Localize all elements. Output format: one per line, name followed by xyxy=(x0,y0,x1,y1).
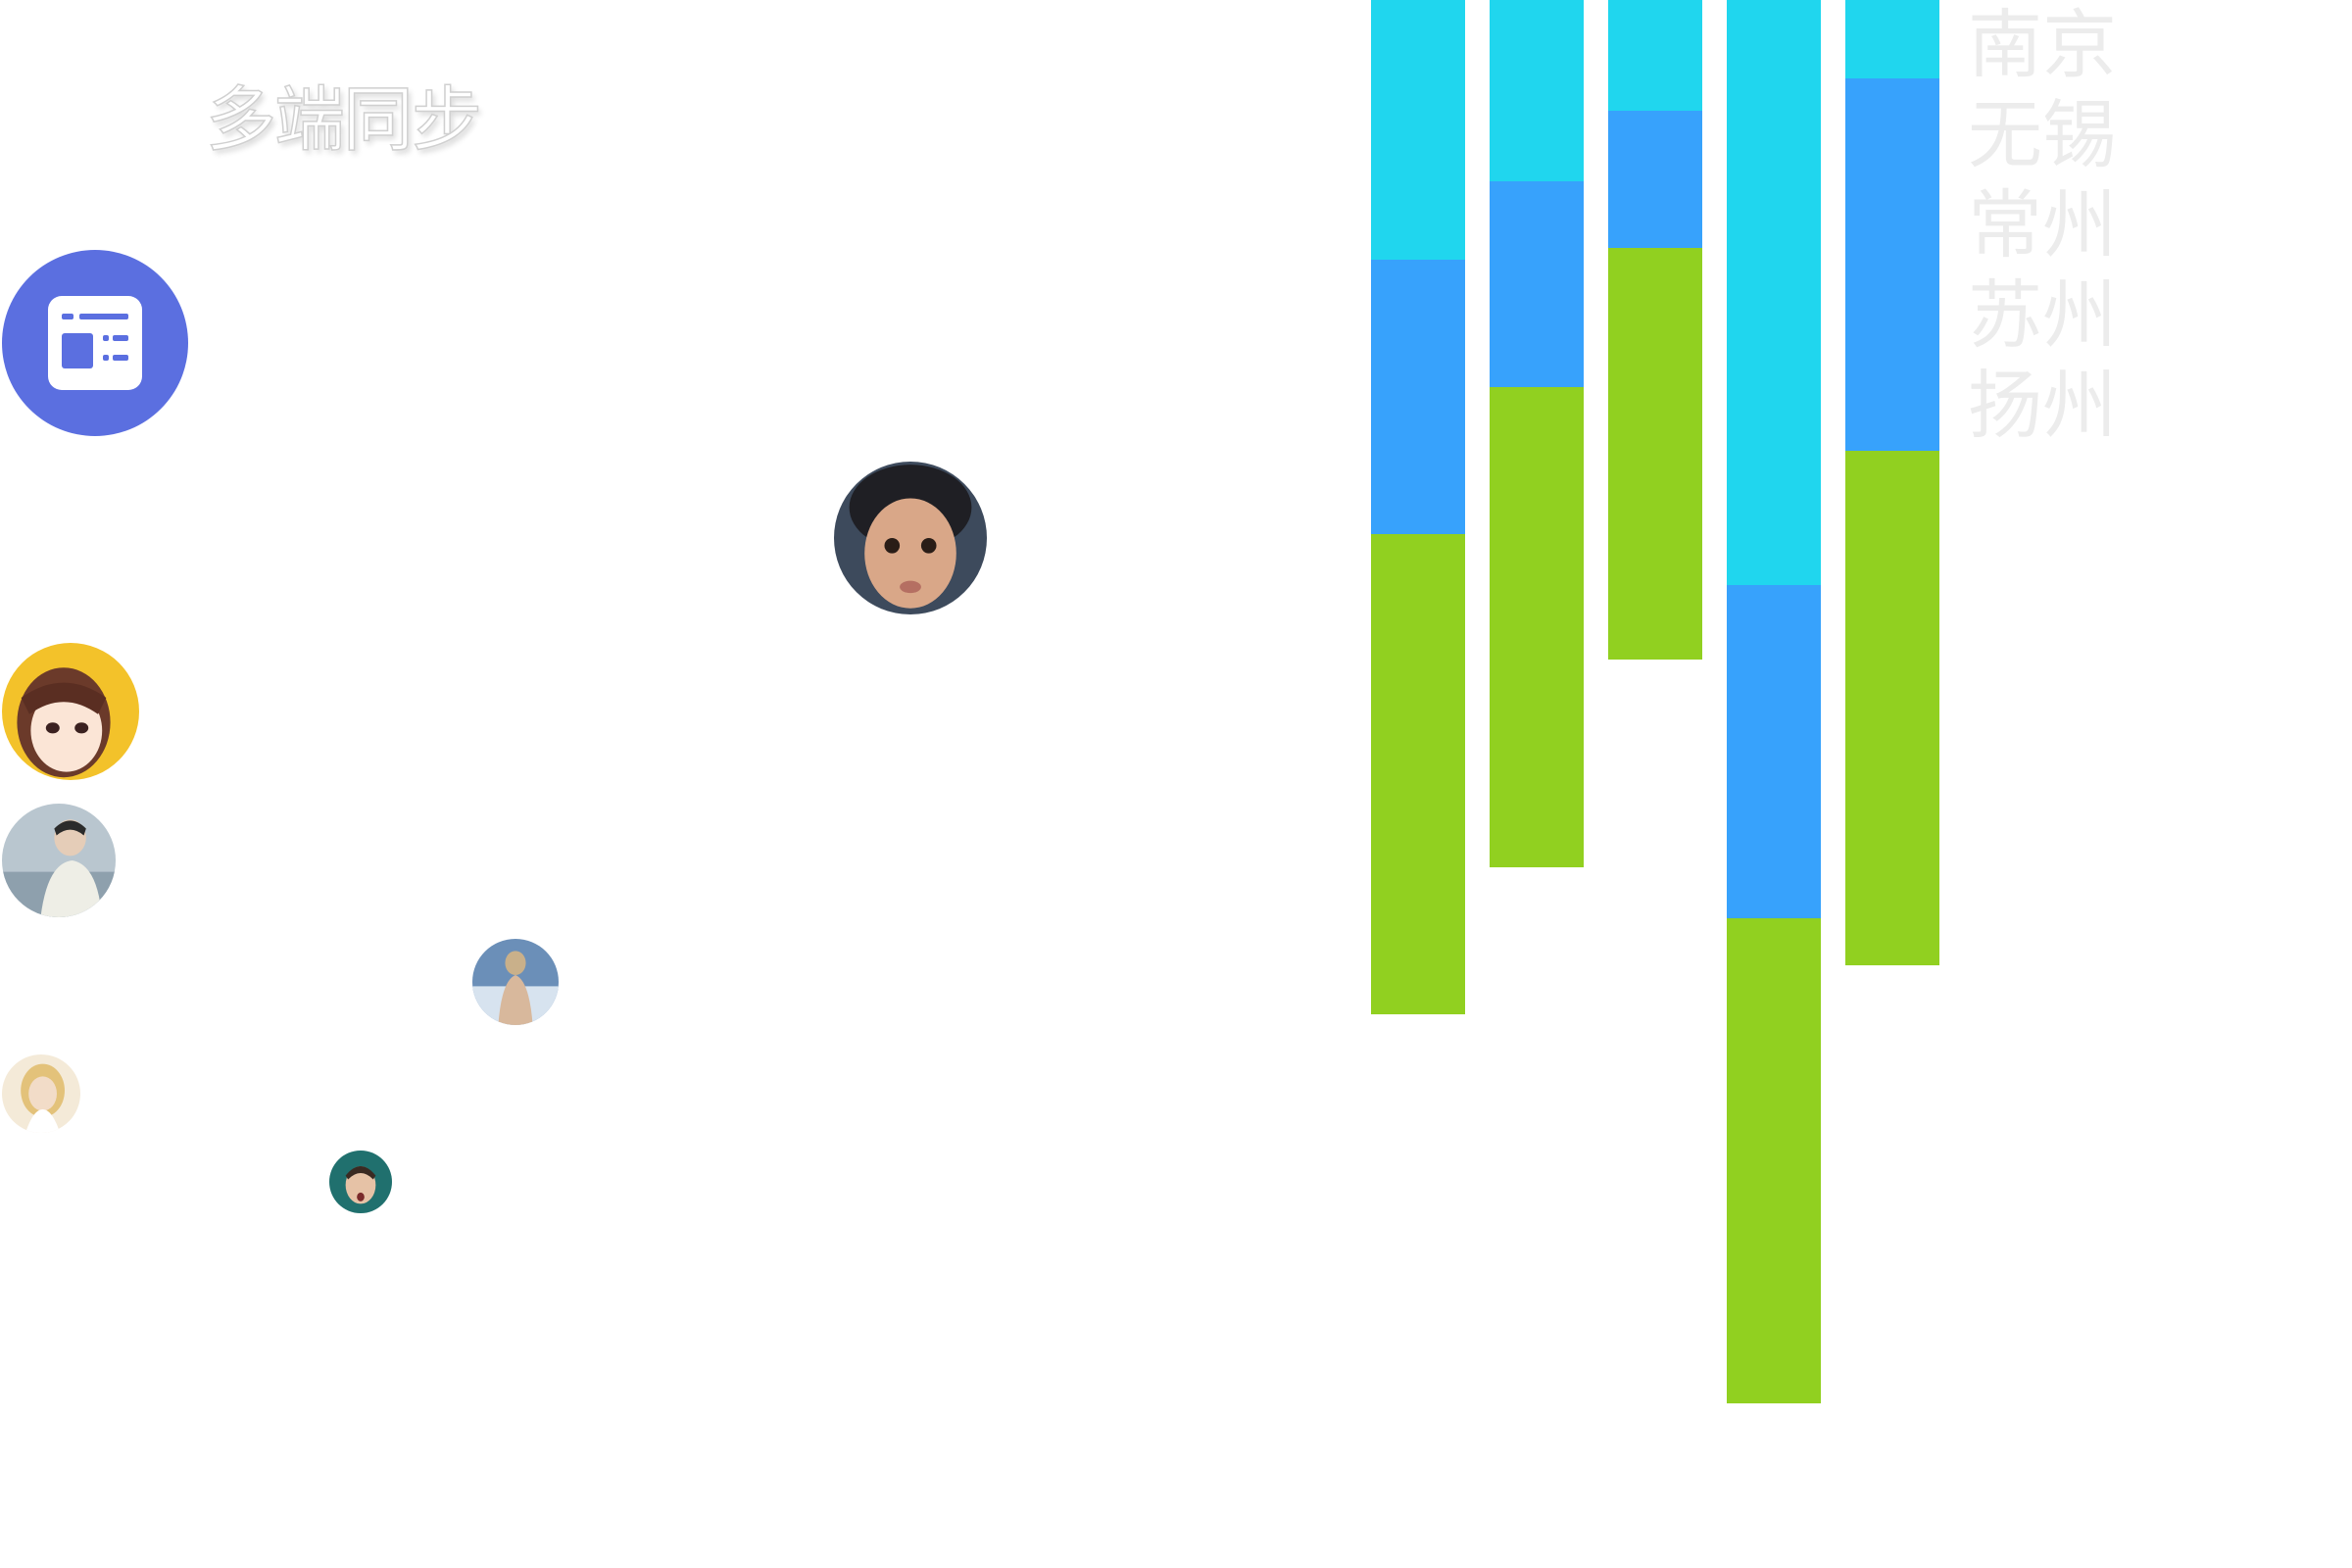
legend-item: 苏州 xyxy=(1968,271,2117,359)
bar-segment xyxy=(1845,78,1939,451)
bar-segment xyxy=(1845,0,1939,78)
city-legend: 南京 无锡 常州 苏州 扬州 xyxy=(1968,0,2117,451)
bar-segment xyxy=(1371,260,1465,534)
bar-segment xyxy=(1845,451,1939,965)
bar-segment xyxy=(1608,248,1702,660)
avatar-anime-girl-image xyxy=(2,643,139,780)
bar-segment xyxy=(1490,387,1584,867)
layout-panel-glyph xyxy=(48,296,142,390)
bar-segment xyxy=(1727,0,1821,585)
legend-item: 无锡 xyxy=(1968,91,2117,178)
bar-segment xyxy=(1371,534,1465,1014)
legend-item: 南京 xyxy=(1968,1,2117,88)
layout-panel-icon[interactable] xyxy=(2,250,188,436)
avatar-man-teal[interactable] xyxy=(329,1151,392,1213)
legend-item: 常州 xyxy=(1968,181,2117,269)
bar-segment xyxy=(1727,585,1821,918)
bar-segment xyxy=(1490,0,1584,181)
avatar-child[interactable] xyxy=(834,462,987,614)
avatar-anime-girl[interactable] xyxy=(2,643,139,780)
avatar-child-image xyxy=(834,462,987,614)
bar-segment xyxy=(1490,181,1584,387)
avatar-man-teal-image xyxy=(329,1151,392,1213)
avatar-blonde-woman[interactable] xyxy=(2,1054,80,1133)
bar-segment xyxy=(1727,918,1821,1403)
bar-segment xyxy=(1371,0,1465,260)
page-title: 多端同步 xyxy=(205,78,483,161)
avatar-blonde-woman-image xyxy=(2,1054,80,1133)
bar-segment xyxy=(1608,111,1702,248)
legend-item: 扬州 xyxy=(1968,362,2117,449)
bar-segment xyxy=(1608,0,1702,111)
